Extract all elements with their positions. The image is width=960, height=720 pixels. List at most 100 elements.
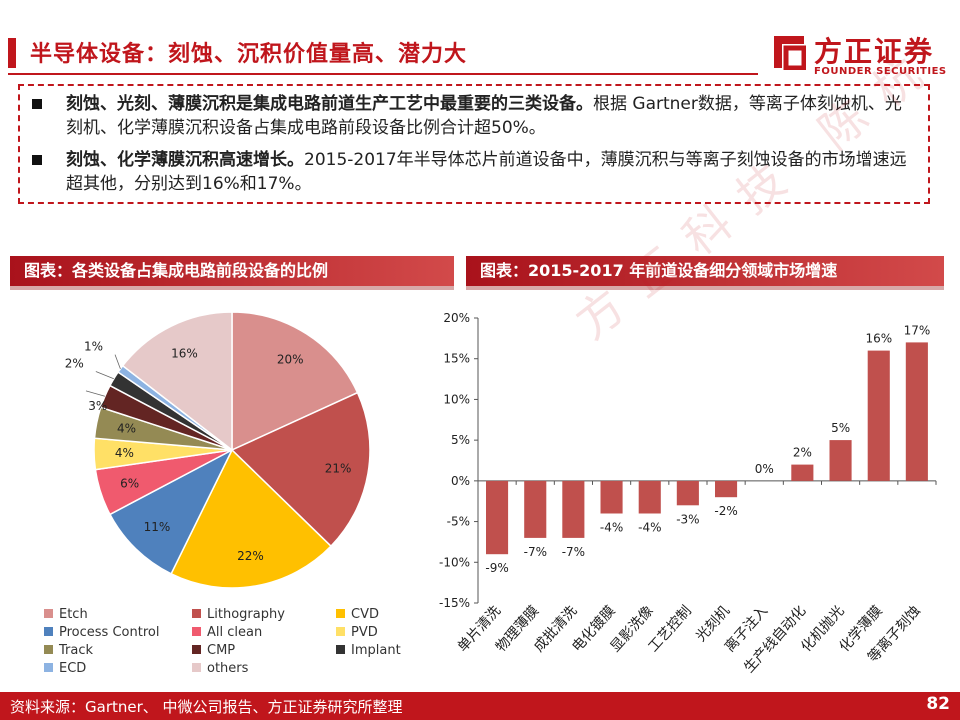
founder-logo-icon [774, 36, 806, 70]
bullet-2-bold: 刻蚀、化学薄膜沉积高速增长。 [66, 150, 304, 170]
logo-chinese-name: 方正证券 [814, 35, 935, 68]
pie-label-track: 4% [117, 422, 136, 436]
bar-chart: 20%15%10%5%0%-5%-10%-15%-9%单片清洗-7%物理薄膜-7… [439, 311, 937, 676]
legend-label: CMP [207, 643, 236, 658]
bar-value-label: 16% [865, 332, 892, 346]
charts-canvas: 20%21%22%11%6%4%4%3%2%1% 16% 20%15%10%5%0… [65, 311, 937, 676]
pie-panel-title: 图表：各类设备占集成电路前段设备的比例 [10, 256, 454, 286]
pie-leader-line [85, 390, 106, 397]
pie-label-process-control: 11% [144, 520, 171, 534]
pie-label-ecd: 1% [84, 340, 103, 354]
legend-label: PVD [351, 625, 378, 640]
legend-swatch [44, 609, 53, 618]
legend-label: Process Control [59, 625, 160, 640]
page-number: 82 [926, 694, 950, 714]
pie-label-implant: 2% [65, 357, 84, 371]
pie-label-cmp: 3% [88, 399, 107, 413]
bar-y-tick-label: 5% [451, 433, 470, 447]
bar-2 [562, 480, 585, 538]
bar-y-tick-label: 0% [451, 474, 470, 488]
summary-bullet-1: 刻蚀、光刻、薄膜沉积是集成电路前道生产工艺中最重要的三类设备。根据 Gartne… [32, 92, 912, 140]
bar-4 [638, 480, 661, 514]
legend-label: ECD [59, 661, 87, 676]
legend-swatch [336, 645, 345, 654]
bar-value-label: -7% [562, 545, 585, 559]
bar-y-tick-label: 20% [443, 311, 470, 325]
summary-box: 刻蚀、光刻、薄膜沉积是集成电路前道生产工艺中最重要的三类设备。根据 Gartne… [18, 84, 930, 204]
pie-slice-others [121, 311, 233, 452]
bar-value-label: -7% [524, 545, 547, 559]
pie-label-cvd: 22% [237, 549, 264, 563]
pie-slice-lithography [230, 391, 371, 548]
legend-item-others: others [192, 660, 248, 678]
bar-value-label: -9% [485, 561, 508, 575]
bar-value-label: -4% [638, 520, 661, 534]
pie-label-pvd: 4% [115, 446, 134, 460]
pie-label-lithography: 21% [325, 461, 352, 475]
bar-value-label: -3% [676, 512, 699, 526]
legend-swatch [44, 627, 53, 636]
bar-y-tick-label: 10% [443, 392, 470, 406]
pie-label-others: 16% [171, 346, 198, 360]
bar-y-tick-label: 15% [443, 352, 470, 366]
bar-value-label: 0% [755, 462, 774, 476]
legend-label: Etch [59, 607, 88, 622]
footer-source: 资料来源：Gartner、 中微公司报告、方正证券研究所整理 [10, 698, 403, 716]
bar-0 [486, 480, 509, 555]
bullet-2-text: 2015-2017年半导体芯片前道设备中，薄膜沉积与等离子刻蚀设备的市场增速远超… [66, 150, 907, 194]
bar-8 [791, 464, 814, 481]
bar-1 [524, 480, 547, 538]
legend-item-ecd: ECD [44, 660, 86, 678]
legend-swatch [192, 627, 201, 636]
bullet-1-text: 根据 Gartner数据，等离子体刻蚀机、光刻机、化学薄膜沉积设备占集成电路前段… [66, 94, 902, 138]
bar-11 [905, 342, 928, 481]
logo-english-name: FOUNDER SECURITIES [814, 66, 947, 77]
legend-item-process-control: Process Control [44, 624, 159, 642]
bullet-square-icon [32, 155, 42, 165]
legend-label: Track [59, 643, 94, 658]
bar-value-label: -4% [600, 520, 623, 534]
legend-item-cmp: CMP [192, 642, 235, 660]
company-logo: 方正证券 FOUNDER SECURITIES [770, 28, 950, 84]
legend-swatch [192, 645, 201, 654]
bar-10 [867, 350, 890, 481]
bullet-1-bold: 刻蚀、光刻、薄膜沉积是集成电路前道生产工艺中最重要的三类设备。 [66, 94, 593, 114]
legend-item-etch: Etch [44, 606, 88, 624]
bar-9 [829, 440, 852, 481]
legend-item-implant: Implant [336, 642, 401, 660]
legend-swatch [44, 645, 53, 654]
footer-bar: 资料来源：Gartner、 中微公司报告、方正证券研究所整理 82 [0, 692, 960, 720]
legend-swatch [192, 663, 201, 672]
title-underline [8, 73, 758, 75]
page-title: 半导体设备：刻蚀、沉积价值量高、潜力大 [30, 42, 468, 67]
legend-label: Lithography [207, 607, 285, 622]
pie-label-etch: 20% [277, 352, 304, 366]
legend-swatch [192, 609, 201, 618]
pie-panel-title-shadow [10, 286, 454, 290]
legend-label: Implant [351, 643, 401, 658]
legend-label: All clean [207, 625, 263, 640]
bar-panel-title: 图表：2015-2017 年前道设备细分领域市场增速 [466, 256, 944, 286]
pie-leader-line [114, 354, 121, 370]
bar-value-label: 5% [831, 421, 850, 435]
legend-swatch [44, 663, 53, 672]
title-accent-bar [8, 38, 16, 68]
legend-item-all-clean: All clean [192, 624, 262, 642]
bullet-square-icon [32, 99, 42, 109]
legend-label: others [207, 661, 249, 676]
bar-3 [600, 480, 623, 514]
bar-y-tick-label: -5% [447, 515, 470, 529]
bar-y-tick-label: -15% [439, 596, 470, 610]
legend-swatch [336, 627, 345, 636]
pie-chart: 20% 21% 22% 11% 6% 4% 4% 3% 2%1% 16% [65, 311, 371, 589]
summary-bullet-2: 刻蚀、化学薄膜沉积高速增长。2015-2017年半导体芯片前道设备中，薄膜沉积与… [32, 148, 912, 196]
legend-label: CVD [351, 607, 379, 622]
bar-panel-title-shadow [466, 286, 944, 290]
legend-item-pvd: PVD [336, 624, 378, 642]
pie-label-all-clean: 6% [120, 476, 139, 490]
pie-leader-line [95, 371, 114, 380]
bar-value-label: 2% [793, 446, 812, 460]
legend-item-lithography: Lithography [192, 606, 285, 624]
legend-item-cvd: CVD [336, 606, 379, 624]
bar-y-tick-label: -10% [439, 555, 470, 569]
